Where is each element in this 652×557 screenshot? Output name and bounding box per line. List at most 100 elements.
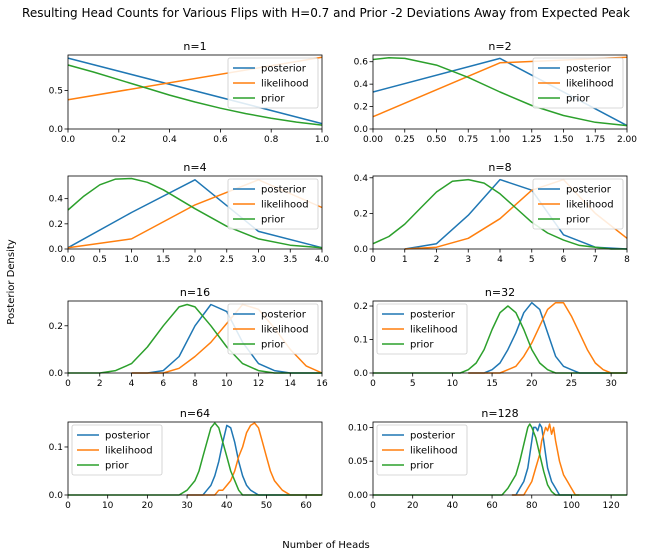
legend: posterior likelihood prior <box>376 303 468 355</box>
subplot-title: n=1 <box>183 40 206 53</box>
x-tick-label: 1.0 <box>315 135 330 145</box>
x-tick-label: 2 <box>97 379 103 389</box>
x-tick-label: 20 <box>142 501 154 511</box>
legend-box <box>227 57 319 109</box>
figure-title: Resulting Head Counts for Various Flips … <box>22 6 630 20</box>
y-tick-label: 0.2 <box>354 302 368 312</box>
x-tick-label: 0.00 <box>363 135 383 145</box>
subplot-7: n=64 0 10 20 30 40 50 60 0.0 0.1 posterior likeliho… <box>49 407 323 511</box>
x-tick-label: 1.00 <box>490 135 510 145</box>
x-tick-label: 12 <box>253 379 264 389</box>
subplot-5: n=16 0 2 4 6 8 10 12 14 16 0.0 0.2 posterior likeliho… <box>49 286 328 389</box>
y-tick-label: 0.2 <box>49 322 63 332</box>
series-prior <box>67 64 323 126</box>
y-tick-label: 0.5 <box>49 86 63 96</box>
legend-label-likelihood: likelihood <box>566 79 614 90</box>
x-tick-label: 0.25 <box>395 135 415 145</box>
x-tick-label: 7 <box>592 255 598 265</box>
y-tick-label: 0.2 <box>49 220 63 230</box>
y-tick-label: 0.0 <box>354 369 369 379</box>
x-tick-label: 20 <box>407 501 419 511</box>
y-axis-label: Posterior Density <box>6 239 17 325</box>
x-tick-label: 1.25 <box>522 135 542 145</box>
x-tick-label: 60 <box>300 501 312 511</box>
y-tick-label: 0.1 <box>49 443 63 453</box>
x-tick-label: 0.75 <box>458 135 478 145</box>
x-tick-label: 0 <box>65 379 71 389</box>
legend: posterior likelihood prior <box>71 424 163 476</box>
subplot-8: n=128 0 20 40 60 80 100 120 0.00 0.05 0.10 posterio… <box>348 407 628 511</box>
x-tick-label: 30 <box>605 379 617 389</box>
legend-label-posterior: posterior <box>566 185 612 196</box>
legend-box <box>227 178 319 230</box>
y-tick-label: 0.00 <box>348 491 368 501</box>
legend-label-likelihood: likelihood <box>410 446 458 457</box>
legend-label-prior: prior <box>261 215 285 226</box>
x-tick-label: 100 <box>563 501 580 511</box>
legend-label-likelihood: likelihood <box>566 200 614 211</box>
y-tick-label: 0.0 <box>354 125 369 135</box>
subplot-title: n=8 <box>488 161 511 174</box>
series-posterior <box>511 423 572 496</box>
y-tick-label: 0.0 <box>49 491 64 501</box>
x-tick-label: 0.50 <box>426 135 446 145</box>
subplot-4: n=8 0 1 2 3 4 5 6 7 8 0.0 0.2 0.4 posterior likelihood… <box>354 161 630 265</box>
y-tick-label: 0.6 <box>354 58 369 68</box>
x-tick-label: 0.2 <box>112 135 126 145</box>
legend-label-prior: prior <box>410 340 434 351</box>
subplot-1: n=1 0.0 0.2 0.4 0.6 0.8 1.0 0.0 0.5 posterior like… <box>49 40 330 145</box>
x-tick-label: 20 <box>526 379 538 389</box>
legend: posterior likelihood prior <box>532 178 624 230</box>
subplot-3: n=4 0.0 0.5 1.0 1.5 2.0 2.5 3.0 3.5 4.0 0.0 0.2 0.4 p… <box>49 161 330 265</box>
legend: posterior likelihood prior <box>532 57 624 109</box>
x-tick-label: 40 <box>221 501 233 511</box>
y-tick-label: 0.1 <box>354 336 368 346</box>
x-tick-label: 6 <box>160 379 166 389</box>
legend-label-likelihood: likelihood <box>410 325 458 336</box>
x-tick-label: 0.0 <box>61 255 76 265</box>
legend-label-posterior: posterior <box>105 431 151 442</box>
legend-label-likelihood: likelihood <box>105 446 153 457</box>
x-tick-label: 0 <box>65 501 71 511</box>
legend: posterior likelihood prior <box>227 178 319 230</box>
legend-box <box>227 303 319 355</box>
series-likelihood <box>468 301 627 374</box>
subplot-6: n=32 0 5 10 15 20 25 30 0.0 0.1 0.2 posterior likeli… <box>354 286 628 389</box>
legend: posterior likelihood prior <box>227 303 319 355</box>
x-tick-label: 0.5 <box>93 255 107 265</box>
x-tick-label: 10 <box>221 379 233 389</box>
legend-label-likelihood: likelihood <box>261 200 309 211</box>
legend-label-prior: prior <box>261 94 285 105</box>
plot-frame <box>67 54 323 130</box>
x-tick-label: 8 <box>192 379 198 389</box>
x-tick-label: 1.0 <box>124 255 139 265</box>
legend: posterior likelihood prior <box>376 424 468 476</box>
legend-label-prior: prior <box>566 94 590 105</box>
y-tick-label: 0.0 <box>49 245 64 255</box>
x-tick-label: 0 <box>370 255 376 265</box>
x-tick-label: 1 <box>402 255 408 265</box>
x-tick-label: 3.0 <box>251 255 266 265</box>
series-prior <box>372 178 627 250</box>
x-tick-label: 0 <box>370 501 376 511</box>
y-tick-label: 0.0 <box>49 125 64 135</box>
series-posterior <box>404 178 628 250</box>
x-tick-label: 2 <box>434 255 440 265</box>
x-tick-label: 25 <box>566 379 577 389</box>
legend-label-posterior: posterior <box>410 431 456 442</box>
subplot-title: n=16 <box>180 286 210 299</box>
series-posterior <box>67 179 323 249</box>
x-tick-label: 4 <box>129 379 135 389</box>
x-tick-label: 60 <box>486 501 498 511</box>
y-tick-label: 0.10 <box>348 423 368 433</box>
legend-label-posterior: posterior <box>410 310 456 321</box>
subplot-title: n=128 <box>481 407 518 420</box>
x-tick-label: 14 <box>285 379 297 389</box>
series-likelihood <box>187 422 322 496</box>
x-tick-label: 10 <box>447 379 459 389</box>
legend-box <box>376 424 468 476</box>
series-prior <box>372 57 628 127</box>
y-tick-label: 0.4 <box>354 174 369 184</box>
x-tick-label: 30 <box>181 501 193 511</box>
